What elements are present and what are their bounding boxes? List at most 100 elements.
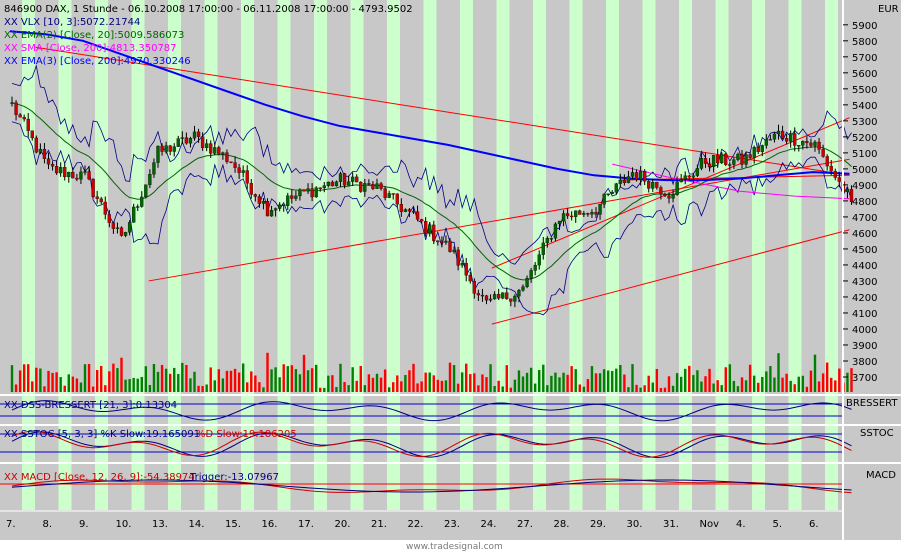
candle-body: [630, 172, 635, 177]
y-tick-label: 4700: [852, 213, 877, 224]
candle-body: [136, 206, 140, 208]
watermark: www.tradesignal.com: [406, 542, 503, 552]
volume-bar: [416, 383, 419, 392]
volume-bar: [598, 373, 602, 392]
candle-body: [521, 286, 525, 291]
x-tick-label: 14.: [189, 519, 205, 530]
candle-body: [602, 193, 606, 205]
volume-bar: [116, 368, 119, 392]
candle-body: [513, 295, 517, 302]
volume-bar: [156, 371, 160, 392]
y-tick-label: 4400: [852, 261, 877, 272]
x-tick-label: 7.: [6, 519, 16, 530]
volume-bar: [797, 376, 800, 392]
candle-body: [578, 210, 582, 215]
candle-body: [809, 142, 813, 146]
candle-body: [127, 222, 132, 233]
candle-body: [172, 146, 176, 152]
x-tick-label: 20.: [335, 519, 351, 530]
volume-bar: [830, 377, 833, 392]
candle-body: [237, 167, 241, 173]
candle-body: [663, 193, 667, 197]
sstoc-k-line: [11, 431, 852, 459]
sstoc-label-d: %D Slow:19.186205: [196, 429, 297, 440]
candle-body: [638, 170, 643, 180]
candle-body: [99, 198, 103, 203]
volume-bar: [631, 364, 634, 392]
volume-bar: [497, 380, 500, 392]
candle-body: [801, 141, 805, 146]
sstoc-d-line: [11, 430, 852, 458]
volume-bar: [367, 374, 371, 392]
candle-body: [310, 188, 314, 198]
volume-bar: [148, 385, 152, 392]
candle-body: [160, 145, 164, 152]
candle-body: [574, 210, 578, 217]
candle-body: [249, 183, 253, 195]
candle-body: [529, 270, 533, 279]
y-tick-label: 5900: [852, 21, 877, 32]
candle-body: [440, 241, 444, 244]
candle-body: [391, 193, 395, 195]
candle-body: [586, 213, 590, 215]
candle-body: [480, 294, 485, 297]
candle-body: [132, 206, 136, 223]
volume-bar: [396, 375, 399, 392]
candle-body: [79, 171, 83, 180]
volume-bar: [757, 382, 760, 392]
x-tick-label: 15.: [225, 519, 241, 530]
candle-body: [614, 183, 618, 193]
volume-bar: [781, 377, 784, 392]
volume-bar: [582, 386, 586, 392]
candle-body: [728, 164, 732, 166]
candle-body: [789, 133, 793, 142]
candle-body: [432, 224, 436, 241]
candle-body: [225, 152, 229, 162]
legend-sma200: XX SMA [Close, 200]:4813.350787: [4, 43, 177, 54]
volume-bar: [436, 379, 440, 392]
candle-body: [221, 152, 225, 155]
volume-bar: [237, 372, 241, 392]
y-tick-label: 5400: [852, 101, 877, 112]
candle-body: [42, 148, 47, 159]
volume-bar: [513, 379, 517, 392]
candle-body: [456, 249, 460, 266]
volume-bar: [834, 380, 837, 392]
candle-body: [671, 194, 675, 199]
volume-bar: [383, 369, 387, 392]
candle-body: [192, 131, 197, 139]
ema200-line: [9, 30, 850, 182]
volume-bar: [769, 366, 772, 392]
candle-body: [164, 145, 168, 152]
candle-body: [476, 293, 481, 296]
volume-bar: [355, 380, 358, 392]
volume-bar: [420, 381, 423, 392]
macd-label: XX MACD [Close, 12, 26, 9]:-54.38974: [4, 472, 195, 483]
candle-body: [744, 154, 748, 165]
volume-bar: [201, 385, 204, 392]
candle-body: [537, 254, 541, 266]
candle-body: [144, 184, 148, 198]
candle-body: [634, 172, 639, 180]
volume-bar: [144, 366, 148, 392]
candle-body: [322, 185, 326, 189]
y-axis: 3700 3800 3900 4000 4100 4200 4300 4400 4500 4600…: [843, 21, 877, 384]
volume-bar: [728, 364, 732, 392]
candle-body: [756, 147, 760, 152]
candle-body: [505, 292, 509, 299]
volume-bar: [278, 377, 281, 392]
candle-body: [780, 130, 785, 139]
candle-body: [695, 168, 700, 176]
chart-title: 846900 DAX, 1 Stunde - 06.10.2008 17:00:…: [4, 4, 413, 15]
volume-bar: [290, 365, 294, 392]
volume-bar: [193, 371, 196, 392]
volume-bar: [323, 387, 326, 392]
sstoc-tag: SSTOC: [860, 428, 894, 439]
candle-body: [83, 171, 87, 173]
candle-body: [115, 227, 120, 229]
candle-body: [103, 201, 107, 215]
candle-body: [375, 183, 379, 189]
candle-body: [95, 196, 99, 199]
candle-body: [233, 162, 237, 168]
